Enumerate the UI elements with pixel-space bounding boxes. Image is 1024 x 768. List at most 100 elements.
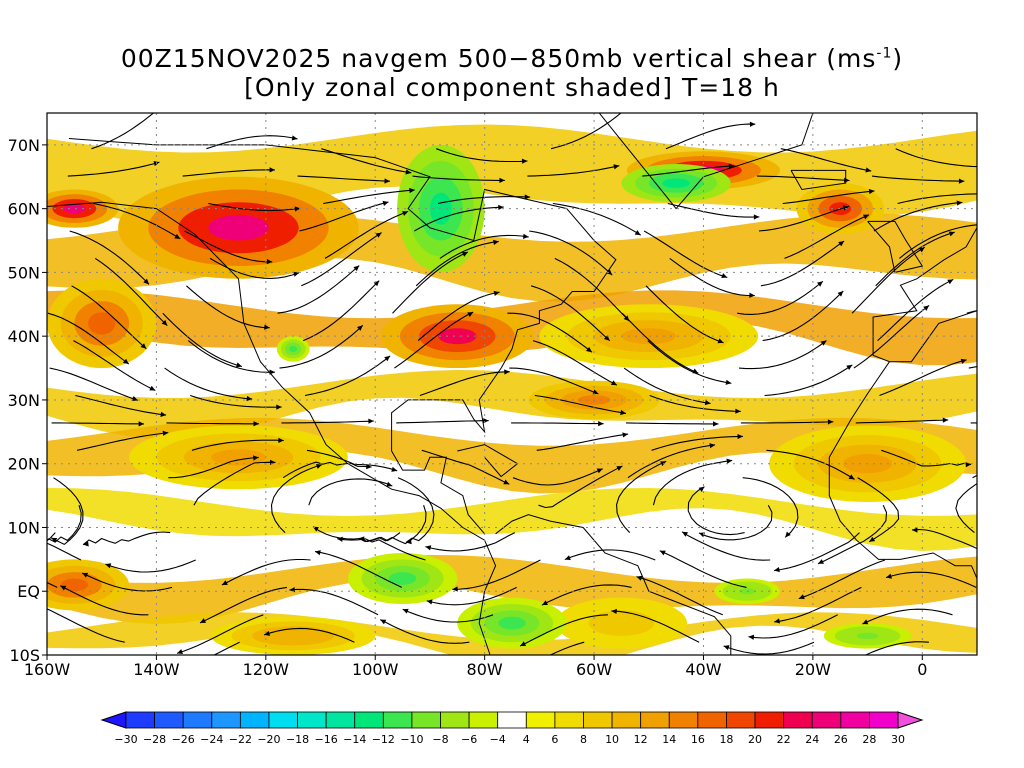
streamline [873,201,963,232]
streamline [762,290,844,342]
streamline-arrow [846,364,853,370]
streamline [414,206,504,232]
colorbar-label: 18 [719,733,733,746]
colorbar-label: −18 [286,733,309,746]
streamline-arrow [980,222,986,227]
streamline [282,461,372,479]
colorbar-label: 16 [691,733,705,746]
streamline [549,641,585,655]
streamline-arrow [405,169,412,175]
streamline [301,232,382,287]
streamline [209,257,300,279]
streamline-arrow [160,411,167,417]
streamline [748,614,838,639]
streamline-arrow [174,233,181,239]
lat-tick-label: 70N [8,136,40,155]
streamline [392,251,469,314]
negative-shear-region [498,616,526,630]
streamline [782,190,875,205]
streamline-arrow [504,369,510,375]
streamline-arrow [149,385,156,391]
lat-tick-label: 20N [8,455,40,474]
streamline [659,550,747,588]
coastline [867,220,924,274]
streamline [1012,204,1024,229]
colorbar-box [411,711,441,729]
streamline-arrow [713,421,719,427]
streamline [757,175,850,182]
streamline-arrow [493,239,499,245]
streamline [512,468,603,486]
streamline-arrow [918,247,925,253]
streamline-arrow [83,541,89,547]
colorbar-label: −22 [229,733,252,746]
streamline [511,422,604,425]
streamline-arrow [461,252,468,257]
streamline-arrow [603,335,610,341]
streamline [426,586,517,606]
streamline [436,148,528,163]
streamline-arrow [616,466,623,471]
streamline [642,165,735,177]
streamline-arrow [493,290,500,297]
streamline-arrow [869,536,876,542]
streamline [519,614,608,647]
streamline [987,170,1024,177]
streamline [616,460,667,533]
streamline [530,285,611,342]
streamline [855,419,949,424]
streamline-arrow [264,324,270,330]
positive-shear-region [438,328,477,345]
lon-tick-label: 100W [352,660,399,679]
colorbar-box [811,711,842,729]
streamline [899,224,977,259]
streamline-arrow [384,178,390,184]
colorbar-label: 12 [634,733,648,746]
streamline [50,477,84,546]
streamline [774,586,862,623]
streamline-arrow [753,214,760,220]
streamline [281,420,374,424]
lat-tick-label: 60N [8,200,40,219]
colorbar-box [211,711,241,729]
streamline-arrow [293,271,300,277]
colorbar-label: −10 [400,733,423,746]
streamline-arrow [947,279,954,285]
lat-tick-label: 40N [8,327,40,346]
streamline [419,371,510,397]
colorbar-box [668,711,699,729]
streamline [552,202,641,236]
streamline [91,113,155,150]
colorbar-label: 6 [551,733,558,746]
streamline [425,532,516,552]
streamline-arrow [356,325,363,331]
streamline [0,640,10,662]
streamline [993,341,1024,377]
colorbar-box [726,711,756,729]
streamline-arrow [177,649,183,655]
lon-tick-label: 80W [467,660,503,679]
streamline [263,627,355,643]
streamline [527,165,620,177]
streamline-arrow [402,608,409,614]
colorbar-label: −20 [257,733,280,746]
colorbar-box [154,711,184,729]
colorbar-label: 20 [748,733,762,746]
lon-tick-label: 60W [576,660,612,679]
colorbar-low-arrow [100,711,127,729]
streamline [75,394,167,416]
streamline [166,422,259,425]
colorbar-label: −28 [143,733,166,746]
streamline-arrow [774,567,780,573]
streamline [649,394,741,412]
streamline [621,312,699,374]
streamline [911,528,977,550]
streamline [162,312,243,368]
streamline-arrow [749,121,756,127]
streamline-arrow [704,399,711,406]
streamline-arrow [862,619,869,625]
streamline-arrow [837,291,844,297]
streamline-arrow [131,396,138,401]
streamline [437,196,531,205]
streamline [289,588,379,616]
